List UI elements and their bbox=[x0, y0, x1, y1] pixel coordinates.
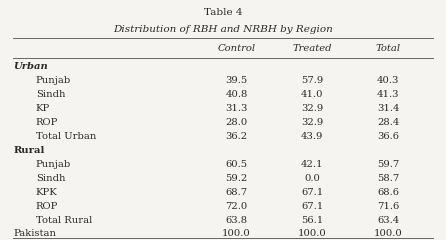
Text: 41.3: 41.3 bbox=[377, 90, 399, 99]
Text: Treated: Treated bbox=[293, 44, 332, 53]
Text: 40.3: 40.3 bbox=[377, 76, 399, 85]
Text: Total Rural: Total Rural bbox=[36, 216, 92, 225]
Text: 59.7: 59.7 bbox=[377, 160, 399, 169]
Text: ROP: ROP bbox=[36, 118, 58, 127]
Text: KP: KP bbox=[36, 104, 50, 113]
Text: 57.9: 57.9 bbox=[301, 76, 323, 85]
Text: Sindh: Sindh bbox=[36, 90, 65, 99]
Text: Pakistan: Pakistan bbox=[13, 229, 56, 239]
Text: ROP: ROP bbox=[36, 202, 58, 211]
Text: Punjab: Punjab bbox=[36, 76, 71, 85]
Text: Total Urban: Total Urban bbox=[36, 132, 96, 141]
Text: Total: Total bbox=[376, 44, 401, 53]
Text: 68.6: 68.6 bbox=[377, 188, 399, 197]
Text: 68.7: 68.7 bbox=[225, 188, 248, 197]
Text: 40.8: 40.8 bbox=[225, 90, 248, 99]
Text: 36.6: 36.6 bbox=[377, 132, 399, 141]
Text: 43.9: 43.9 bbox=[301, 132, 323, 141]
Text: 32.9: 32.9 bbox=[301, 104, 323, 113]
Text: 39.5: 39.5 bbox=[225, 76, 248, 85]
Text: 100.0: 100.0 bbox=[374, 229, 402, 239]
Text: Table 4: Table 4 bbox=[204, 8, 242, 18]
Text: Urban: Urban bbox=[13, 62, 48, 72]
Text: 100.0: 100.0 bbox=[298, 229, 326, 239]
Text: 67.1: 67.1 bbox=[301, 202, 323, 211]
Text: 63.8: 63.8 bbox=[225, 216, 248, 225]
Text: 59.2: 59.2 bbox=[225, 174, 248, 183]
Text: 60.5: 60.5 bbox=[225, 160, 248, 169]
Text: 71.6: 71.6 bbox=[377, 202, 399, 211]
Text: 31.4: 31.4 bbox=[377, 104, 399, 113]
Text: 28.0: 28.0 bbox=[225, 118, 248, 127]
Text: 67.1: 67.1 bbox=[301, 188, 323, 197]
Text: 58.7: 58.7 bbox=[377, 174, 399, 183]
Text: 28.4: 28.4 bbox=[377, 118, 399, 127]
Text: 0.0: 0.0 bbox=[304, 174, 320, 183]
Text: 32.9: 32.9 bbox=[301, 118, 323, 127]
Text: Sindh: Sindh bbox=[36, 174, 65, 183]
Text: 100.0: 100.0 bbox=[222, 229, 251, 239]
Text: 63.4: 63.4 bbox=[377, 216, 399, 225]
Text: 72.0: 72.0 bbox=[225, 202, 248, 211]
Text: KPK: KPK bbox=[36, 188, 58, 197]
Text: 56.1: 56.1 bbox=[301, 216, 323, 225]
Text: 42.1: 42.1 bbox=[301, 160, 323, 169]
Text: Punjab: Punjab bbox=[36, 160, 71, 169]
Text: 41.0: 41.0 bbox=[301, 90, 323, 99]
Text: Rural: Rural bbox=[13, 146, 45, 155]
Text: 31.3: 31.3 bbox=[225, 104, 248, 113]
Text: 36.2: 36.2 bbox=[225, 132, 248, 141]
Text: Distribution of RBH and NRBH by Region: Distribution of RBH and NRBH by Region bbox=[113, 25, 333, 34]
Text: Control: Control bbox=[217, 44, 256, 53]
